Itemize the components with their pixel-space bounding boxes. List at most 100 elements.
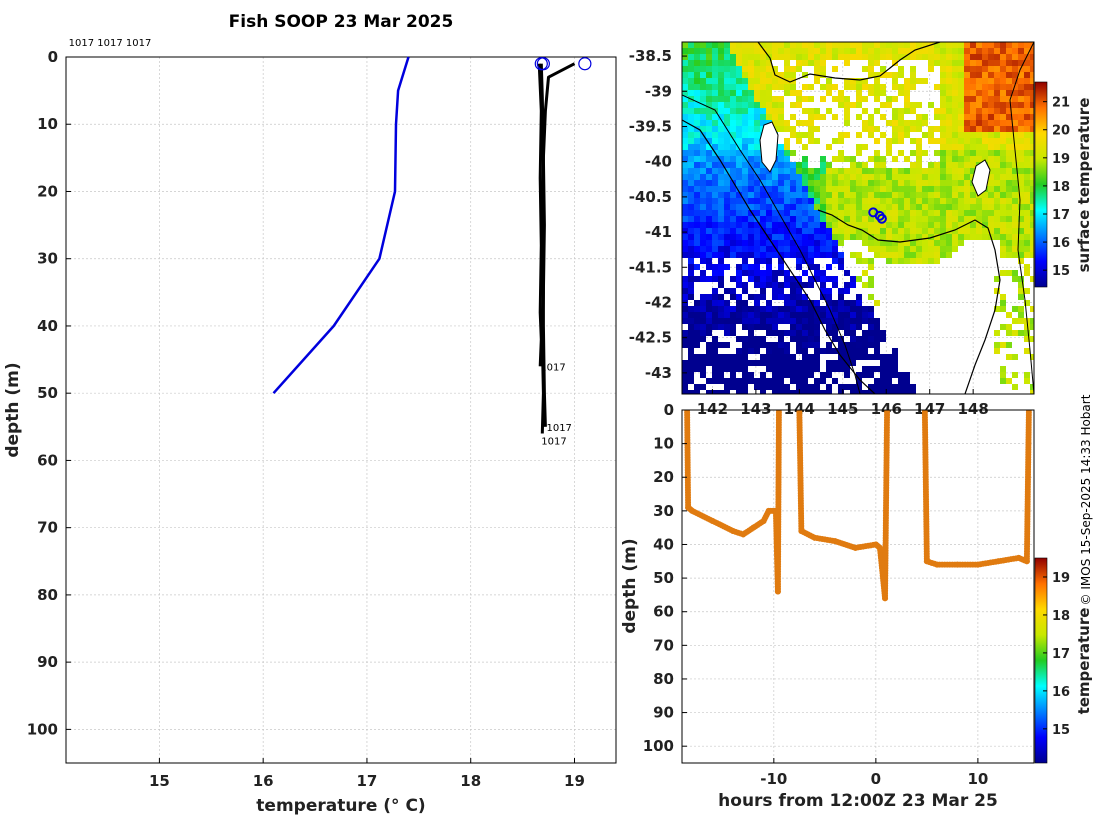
sst-pixel [838,258,844,264]
sst-pixel [808,84,814,90]
sst-pixel [748,162,754,168]
sst-pixel [772,108,778,114]
left-y-tick-label: 10 [37,115,58,133]
sst-pixel [790,66,796,72]
sst-pixel [688,318,694,324]
sst-pixel [886,366,892,372]
sst-pixel [748,216,754,222]
sst-pixel [706,234,712,240]
sst-pixel [754,126,760,132]
sst-pixel [898,54,904,60]
sst-pixel [706,198,712,204]
sst-pixel [964,66,970,72]
sst-pixel [694,90,700,96]
sst-pixel [778,144,784,150]
sst-pixel [880,42,886,48]
sst-pixel [1018,168,1024,174]
section-y-tick-label: 10 [653,435,674,453]
sst-pixel [1012,372,1018,378]
sst-pixel [682,48,688,54]
sst-pixel [886,246,892,252]
sst-pixel [868,54,874,60]
sst-pixel [850,216,856,222]
sst-pixel [934,162,940,168]
sst-pixel [886,168,892,174]
sst-pixel [832,48,838,54]
sst-pixel [868,336,874,342]
sst-pixel [946,180,952,186]
sst-pixel [736,126,742,132]
sst-pixel [742,264,748,270]
sst-pixel [1030,192,1034,198]
sst-pixel [748,138,754,144]
sst-pixel [964,138,970,144]
sst-pixel [1030,228,1034,234]
sst-pixel [682,186,688,192]
sst-pixel [814,210,820,216]
left-y-tick-label: 100 [27,720,58,738]
sst-pixel [994,48,1000,54]
sst-pixel [802,42,808,48]
section-y-tick-label: 50 [653,569,674,587]
left-y-tick-label: 50 [37,384,58,402]
sst-pixel [916,258,922,264]
sst-pixel [754,108,760,114]
sst-pixel [790,354,796,360]
sst-pixel [718,174,724,180]
sst-pixel [970,204,976,210]
sst-pixel [940,216,946,222]
sst-pixel [766,96,772,102]
sst-pixel [910,246,916,252]
sst-pixel [874,54,880,60]
sst-pixel [718,276,724,282]
sst-pixel [1012,120,1018,126]
sst-pixel [754,174,760,180]
sst-pixel [682,126,688,132]
sst-pixel [694,102,700,108]
sst-pixel [700,96,706,102]
sst-pixel [880,354,886,360]
sst-pixel [742,342,748,348]
sst-pixel [742,126,748,132]
sst-pixel [1024,114,1030,120]
sst-pixel [724,174,730,180]
sst-pixel [850,162,856,168]
sst-pixel [934,174,940,180]
sst-pixel [820,60,826,66]
sst-pixel [688,276,694,282]
sst-pixel [760,222,766,228]
sst-pixel [826,360,832,366]
sst-pixel [952,132,958,138]
station-depth-label: 1017 [540,362,565,373]
sst-pixel [1018,72,1024,78]
sst-pixel [1000,126,1006,132]
sst-pixel [850,42,856,48]
sst-pixel [808,336,814,342]
sst-pixel [832,366,838,372]
sst-pixel [928,240,934,246]
sst-pixel [916,144,922,150]
sst-pixel [712,204,718,210]
sst-pixel [760,252,766,258]
sst-pixel [712,222,718,228]
sst-pixel [748,96,754,102]
sst-pixel [964,198,970,204]
sst-pixel [844,354,850,360]
sst-pixel [808,204,814,210]
sst-pixel [904,246,910,252]
sst-pixel [958,84,964,90]
sst-pixel [748,276,754,282]
sst-pixel [754,120,760,126]
sst-pixel [988,162,994,168]
sst-pixel [970,186,976,192]
sst-pixel [736,90,742,96]
sst-pixel [892,84,898,90]
sst-pixel [868,120,874,126]
sst-pixel [892,192,898,198]
sst-pixel [868,198,874,204]
sst-pixel [1018,330,1024,336]
sst-pixel [838,210,844,216]
sst-pixel [844,198,850,204]
sst-pixel [712,360,718,366]
sst-pixel [1006,108,1012,114]
